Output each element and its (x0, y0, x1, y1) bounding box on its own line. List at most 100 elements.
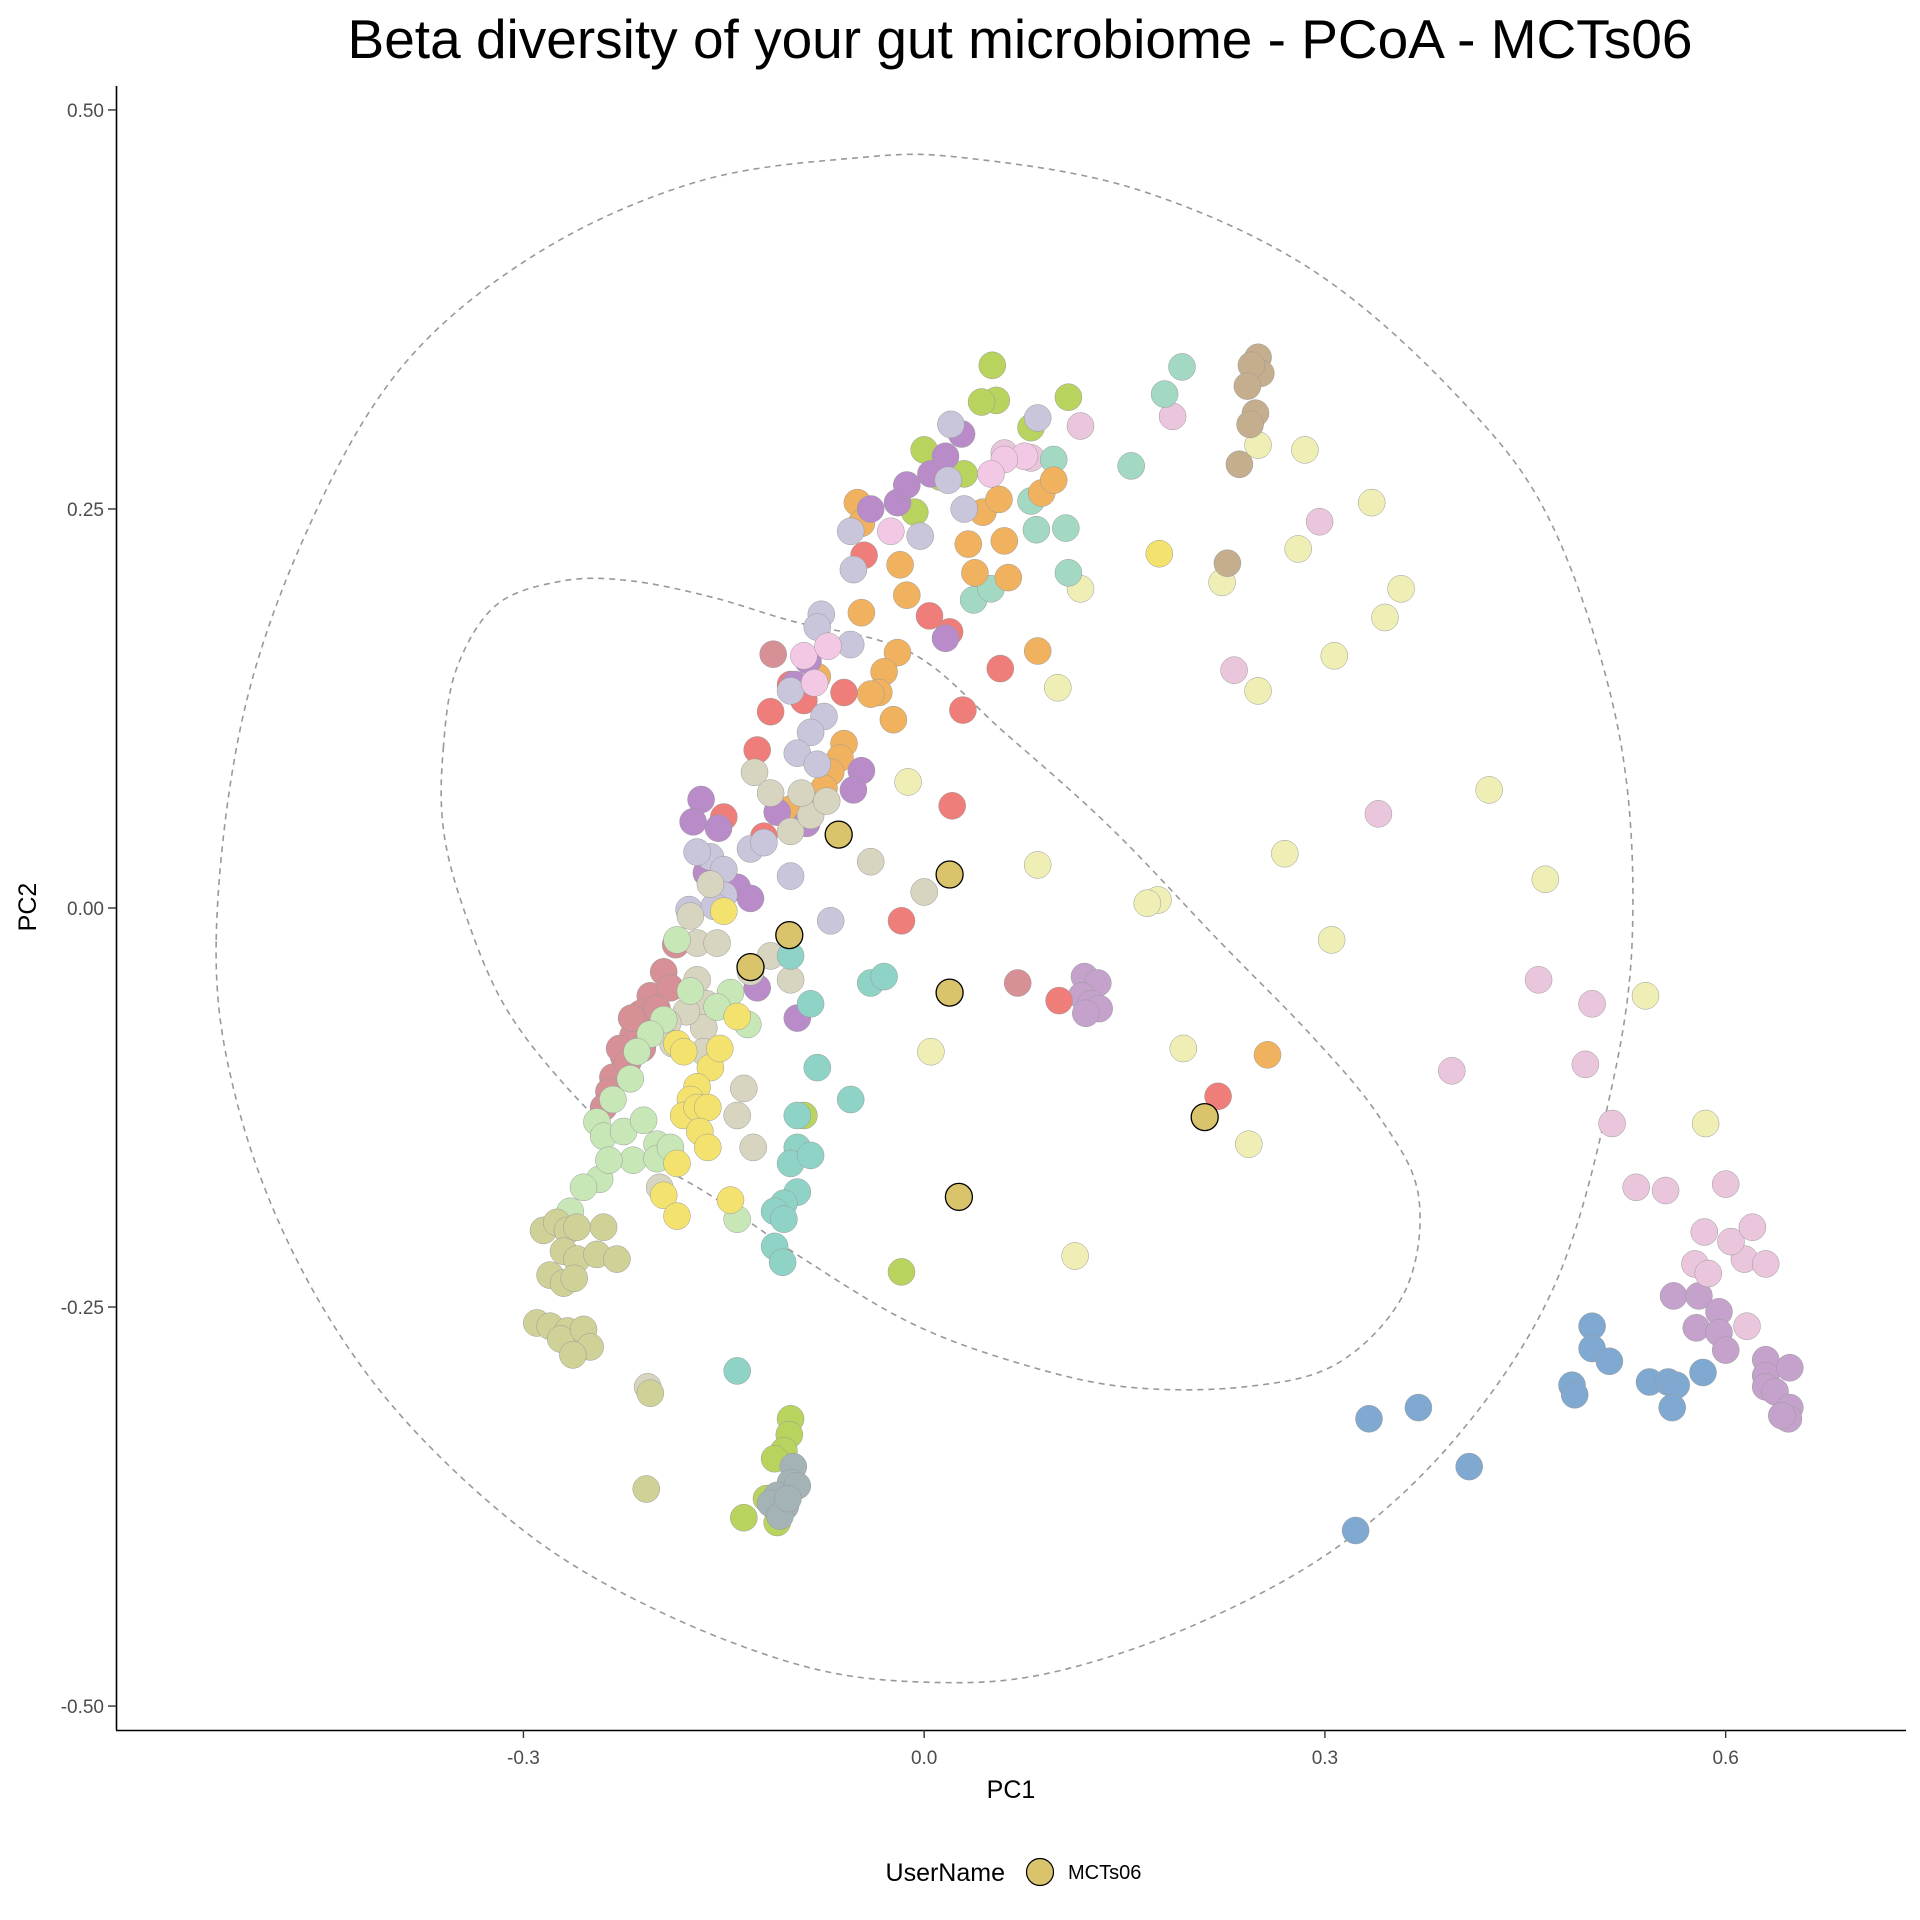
sample-point (1237, 411, 1264, 438)
user-point (936, 979, 963, 1006)
y-tick-label: -0.25 (61, 1298, 104, 1319)
sample-point (893, 582, 920, 609)
sample-point (1067, 413, 1094, 440)
sample-point (987, 655, 1014, 682)
sample-point (757, 780, 784, 807)
sample-point (955, 531, 982, 558)
sample-point (1532, 866, 1559, 893)
sample-point (932, 443, 959, 470)
sample-point (590, 1214, 617, 1241)
x-axis-title: PC1 (987, 1776, 1036, 1804)
sample-point (978, 460, 1005, 487)
sample-point (724, 1102, 751, 1129)
sample-point (694, 1134, 721, 1161)
sample-point (1321, 642, 1348, 669)
sample-point (694, 1094, 721, 1121)
y-tick-label: -0.50 (61, 1697, 104, 1718)
sample-point (664, 926, 691, 953)
sample-point (760, 641, 787, 668)
sample-point (1306, 508, 1333, 535)
sample-point (757, 698, 784, 725)
sample-point (1579, 990, 1606, 1017)
sample-point (871, 963, 898, 990)
user-point (936, 861, 963, 888)
sample-point (724, 1003, 751, 1030)
sample-point (730, 1075, 757, 1102)
sample-point (1596, 1348, 1623, 1375)
sample-point (1356, 1405, 1383, 1432)
sample-point (677, 903, 704, 930)
sample-point (680, 808, 707, 835)
sample-point (603, 1246, 630, 1273)
outer-confidence-ellipse (216, 154, 1633, 1682)
user-point (945, 1183, 972, 1210)
user-point (1191, 1104, 1218, 1131)
sample-point (559, 1341, 586, 1368)
sample-point (1072, 1000, 1099, 1027)
sample-point (817, 907, 844, 934)
sample-point (840, 776, 867, 803)
sample-point (1525, 966, 1552, 993)
sample-point (1040, 467, 1067, 494)
sample-point (1623, 1174, 1650, 1201)
sample-point (1632, 982, 1659, 1009)
sample-point (1599, 1110, 1626, 1137)
sample-point (563, 1214, 590, 1241)
sample-point (790, 642, 817, 669)
sample-point (1561, 1381, 1588, 1408)
sample-point (1572, 1051, 1599, 1078)
sample-point (888, 1258, 915, 1285)
sample-point (633, 1476, 660, 1503)
sample-point (664, 1150, 691, 1177)
sample-point (769, 1249, 796, 1276)
sample-point (1683, 1314, 1710, 1341)
sample-point (624, 1038, 651, 1065)
sample-point (1024, 638, 1051, 665)
sample-point (1004, 970, 1031, 997)
y-axis-ticks: 0.50 0.25 0.00 -0.25 -0.50 (61, 101, 116, 1718)
sample-point (1712, 1337, 1739, 1364)
legend-title: UserName (886, 1859, 1005, 1887)
y-tick-label: 0.00 (67, 899, 104, 920)
sample-point (1118, 452, 1145, 479)
sample-point (815, 633, 842, 660)
sample-point (968, 389, 995, 416)
sample-point (932, 625, 959, 652)
y-axis-title: PC2 (14, 883, 42, 932)
sample-point (1146, 540, 1173, 567)
user-point (737, 954, 764, 981)
sample-point (887, 551, 914, 578)
sample-point (951, 496, 978, 523)
x-tick-label: 0.0 (911, 1748, 937, 1769)
sample-point (837, 1086, 864, 1113)
x-tick-label: 0.6 (1712, 1748, 1738, 1769)
sample-point (1690, 1359, 1717, 1386)
sample-point (911, 879, 938, 906)
sample-point (1752, 1250, 1779, 1277)
sample-point (1055, 559, 1082, 586)
sample-point (840, 556, 867, 583)
sample-point (617, 1065, 644, 1092)
sample-point (979, 352, 1006, 379)
sample-point (848, 599, 875, 626)
sample-point (877, 518, 904, 545)
sample-point (774, 1485, 801, 1512)
sample-point (1235, 1131, 1262, 1158)
sample-point (1169, 353, 1196, 380)
sample-point (777, 863, 804, 890)
inner-confidence-ellipse (441, 578, 1420, 1390)
y-tick-label: 0.50 (67, 101, 104, 122)
sample-point (1254, 1041, 1281, 1068)
sample-point (717, 1187, 744, 1214)
sample-point (1734, 1313, 1761, 1340)
sample-point (784, 1102, 811, 1129)
sample-point (777, 966, 804, 993)
sample-point (1318, 926, 1345, 953)
sample-point (737, 885, 764, 912)
sample-point (664, 1203, 691, 1230)
sample-point (1659, 1394, 1686, 1421)
x-tick-label: 0.3 (1312, 1748, 1338, 1769)
sample-point (1221, 657, 1248, 684)
sample-point (804, 1054, 831, 1081)
sample-point (939, 792, 966, 819)
